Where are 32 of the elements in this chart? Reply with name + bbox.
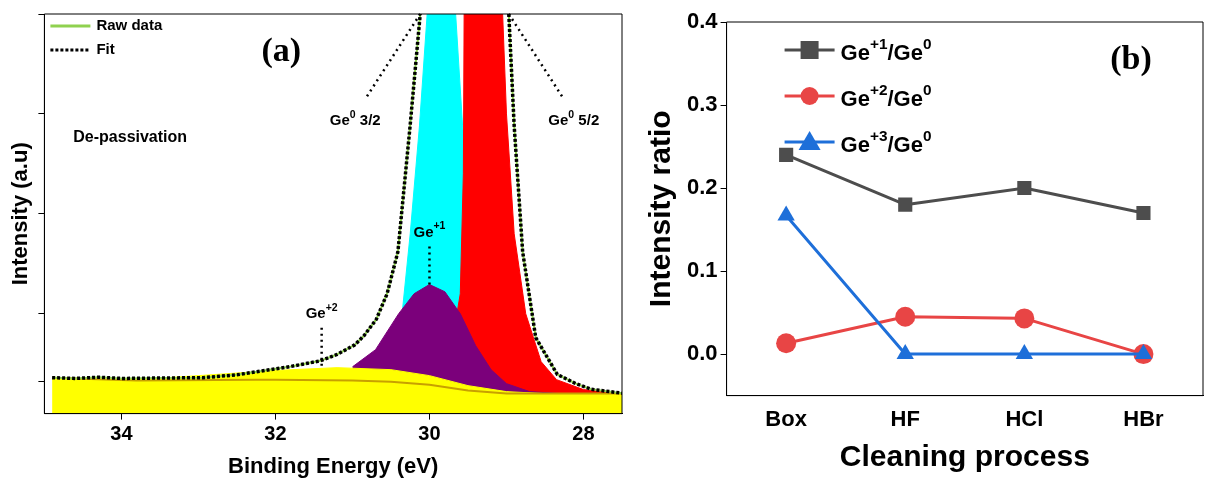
point	[1136, 205, 1151, 221]
point	[898, 197, 913, 212]
x-axis-title: Cleaning process	[839, 439, 1090, 473]
point	[896, 344, 914, 360]
point	[1014, 308, 1035, 329]
x-axis-title: Binding Energy (eV)	[228, 452, 439, 478]
point	[776, 333, 797, 354]
x-tick-label: HBr	[1123, 405, 1165, 431]
point	[779, 147, 794, 162]
y-axis-title: Intensity ratio	[643, 110, 677, 308]
y-tick-label: 0.4	[686, 8, 719, 34]
x-tick-label: 32	[264, 422, 287, 445]
y-axis-title: Intensity (a.u)	[7, 142, 33, 286]
y-tick-label: 0.3	[686, 91, 718, 117]
x-tick-label: Box	[765, 405, 808, 431]
y-tick-label: 0.1	[686, 257, 718, 283]
legend-label: Fit	[96, 40, 115, 58]
point	[1134, 344, 1153, 360]
x-tick-label: HCl	[1005, 405, 1044, 431]
y-tick-label: 0.0	[686, 340, 718, 366]
x-tick-label: 28	[572, 422, 595, 445]
x-tick-label: 30	[418, 422, 441, 445]
point	[1017, 180, 1032, 196]
legend-label: Raw data	[96, 16, 163, 34]
annotation: (b)	[1110, 38, 1152, 77]
x-tick-label: 34	[110, 422, 134, 445]
x-tick-label: HF	[890, 405, 920, 431]
annotation: (a)	[261, 30, 302, 69]
annotation: De-passivation	[73, 128, 188, 146]
point	[895, 306, 916, 327]
point	[1015, 344, 1033, 360]
y-tick-label: 0.2	[686, 174, 718, 200]
